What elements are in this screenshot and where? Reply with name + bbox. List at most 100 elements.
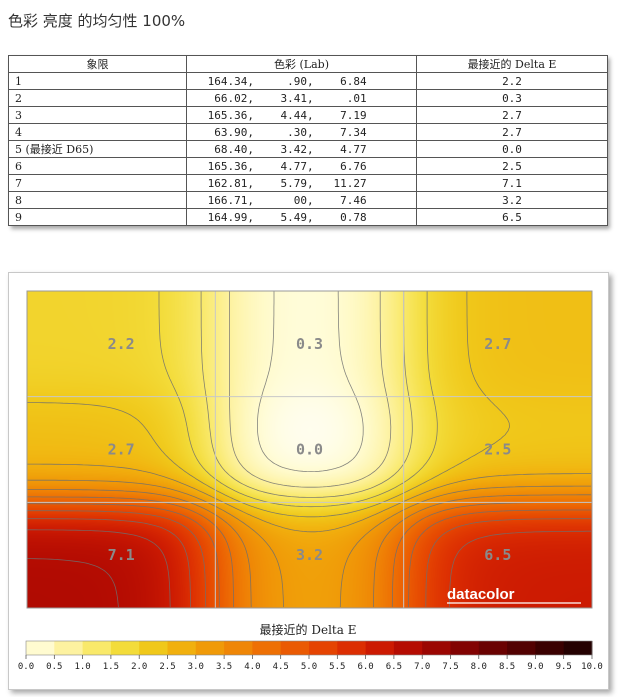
colorbar-swatch	[252, 641, 282, 655]
delta-e-cell: 2.2	[416, 72, 608, 90]
delta-e-cell: 6.5	[416, 208, 608, 226]
quadrant-cell: 9	[8, 208, 187, 226]
colorbar-tick-label: 2.0	[131, 662, 147, 672]
lab-cell: 165.36, 4.77, 6.76	[186, 157, 417, 175]
colorbar-swatch	[195, 641, 225, 655]
colorbar-swatch	[110, 641, 140, 655]
table-row: 4 63.90, .30, 7.34 2.7	[8, 123, 608, 141]
table-row: 1 164.34, .90, 6.84 2.2	[8, 72, 608, 90]
colorbar-tick-label: 9.0	[527, 662, 543, 672]
contour-lines	[26, 291, 591, 608]
heatmap-raster	[27, 291, 592, 608]
colorbar-tick-label: 1.5	[103, 662, 119, 672]
lab-cell: 165.36, 4.44, 7.19	[186, 106, 417, 124]
table-header-row: 象限 色彩 (Lab) 最接近的 Delta E	[8, 55, 608, 73]
colorbar-tick-label: 4.0	[244, 662, 260, 672]
colorbar-tick-label: 5.0	[301, 662, 317, 672]
table-row: 6 165.36, 4.77, 6.76 2.5	[8, 157, 608, 175]
quadrant-value-label: 2.7	[108, 441, 135, 459]
delta-e-cell: 7.1	[416, 174, 608, 192]
colorbar-swatch	[309, 641, 338, 655]
table-row: 8 166.71, 00, 7.46 3.2	[8, 191, 608, 209]
quadrant-value-label: 0.0	[296, 441, 323, 459]
colorbar-swatch	[563, 641, 593, 655]
delta-e-cell: 2.7	[416, 123, 608, 141]
colorbar-title: 最接近的 Delta E	[260, 622, 357, 637]
colorbar-swatch	[54, 641, 84, 655]
table-row: 7 162.81, 5.79, 11.27 7.1	[8, 174, 608, 192]
lab-cell: 63.90, .30, 7.34	[186, 123, 417, 141]
quadrant-value-label: 3.2	[296, 546, 323, 564]
colorbar-tick-label: 7.5	[442, 662, 458, 672]
colorbar-tick-label: 0.5	[46, 662, 62, 672]
table-row: 9 164.99, 5.49, 0.78 6.5	[8, 208, 608, 226]
colorbar-tick-label: 8.5	[499, 662, 515, 672]
colorbar-tick-label: 6.5	[386, 662, 402, 672]
quadrant-cell: 6	[8, 157, 187, 175]
colorbar-swatch	[422, 641, 451, 655]
quadrant-cell: 4	[8, 123, 187, 141]
colorbar-swatch	[280, 641, 310, 655]
colorbar-swatch	[478, 641, 508, 655]
quadrant-cell: 8	[8, 191, 187, 209]
colorbar-tick-label: 3.0	[188, 662, 204, 672]
uniformity-heatmap: 2.2 0.3 2.7 2.7 0.0 2.5 7.1 3.2 6.5 datacolor 最接近的…	[18, 290, 603, 672]
colorbar-swatch	[167, 641, 197, 655]
colorbar-tick-label: 9.5	[556, 662, 572, 672]
lab-cell: 162.81, 5.79, 11.27	[186, 174, 417, 192]
colorbar-tick-label: 10.0	[581, 662, 603, 672]
colorbar-swatch	[365, 641, 395, 655]
colorbar-tick-label: 5.5	[329, 662, 345, 672]
colorbar-tick-label: 2.5	[159, 662, 175, 672]
col-header-delta-e: 最接近的 Delta E	[416, 55, 608, 73]
delta-e-cell: 0.0	[416, 140, 608, 158]
colorbar-tick-label: 6.0	[357, 662, 373, 672]
colorbar-swatch	[535, 641, 565, 655]
datacolor-watermark: datacolor	[447, 586, 515, 603]
table-row: 5 (最接近 D65) 68.40, 3.42, 4.77 0.0	[8, 140, 608, 158]
colorbar-tick-label: 1.0	[74, 662, 90, 672]
lab-cell: 68.40, 3.42, 4.77	[186, 140, 417, 158]
col-header-quadrant: 象限	[8, 55, 187, 73]
quadrant-value-label: 2.7	[484, 335, 511, 353]
uniformity-heatmap-panel: 2.2 0.3 2.7 2.7 0.0 2.5 7.1 3.2 6.5 datacolor 最接近的…	[8, 272, 609, 690]
colorbar-tick-label: 8.0	[471, 662, 487, 672]
colorbar-swatch	[450, 641, 480, 655]
quadrant-value-label: 2.5	[484, 441, 511, 459]
col-header-lab: 色彩 (Lab)	[186, 55, 417, 73]
colorbar-tick-label: 4.5	[273, 662, 289, 672]
colorbar-swatch	[26, 641, 55, 655]
delta-e-cell: 2.5	[416, 157, 608, 175]
quadrant-cell: 5 (最接近 D65)	[8, 140, 187, 158]
uniformity-table: 象限 色彩 (Lab) 最接近的 Delta E 1 164.34, .90, …	[8, 55, 608, 226]
page-title: 色彩 亮度 的均匀性 100%	[8, 12, 186, 30]
table-row: 3 165.36, 4.44, 7.19 2.7	[8, 106, 608, 124]
colorbar-tick-label: 7.0	[414, 662, 430, 672]
lab-cell: 66.02, 3.41, .01	[186, 89, 417, 107]
lab-cell: 166.71, 00, 7.46	[186, 191, 417, 209]
colorbar-swatch	[139, 641, 168, 655]
colorbar-swatch	[224, 641, 253, 655]
lab-cell: 164.99, 5.49, 0.78	[186, 208, 417, 226]
quadrant-value-label: 0.3	[296, 335, 323, 353]
plot-border	[26, 290, 593, 609]
colorbar-swatch	[507, 641, 536, 655]
quadrant-cell: 2	[8, 89, 187, 107]
colorbar-tick-label: 0.0	[18, 662, 34, 672]
colorbar-swatch	[82, 641, 112, 655]
colorbar-swatch	[337, 641, 367, 655]
colorbar-tick-label: 3.5	[216, 662, 232, 672]
delta-e-cell: 2.7	[416, 106, 608, 124]
quadrant-cell: 3	[8, 106, 187, 124]
quadrant-cell: 1	[8, 72, 187, 90]
table-row: 2 66.02, 3.41, .01 0.3	[8, 89, 608, 107]
delta-e-cell: 3.2	[416, 191, 608, 209]
delta-e-cell: 0.3	[416, 89, 608, 107]
lab-cell: 164.34, .90, 6.84	[186, 72, 417, 90]
quadrant-cell: 7	[8, 174, 187, 192]
quadrant-value-label: 2.2	[108, 335, 135, 353]
contour-path	[26, 291, 591, 608]
uniformity-table-container: 象限 色彩 (Lab) 最接近的 Delta E 1 164.34, .90, …	[8, 55, 608, 226]
quadrant-value-label: 7.1	[108, 546, 135, 564]
quadrant-value-label: 6.5	[484, 546, 511, 564]
